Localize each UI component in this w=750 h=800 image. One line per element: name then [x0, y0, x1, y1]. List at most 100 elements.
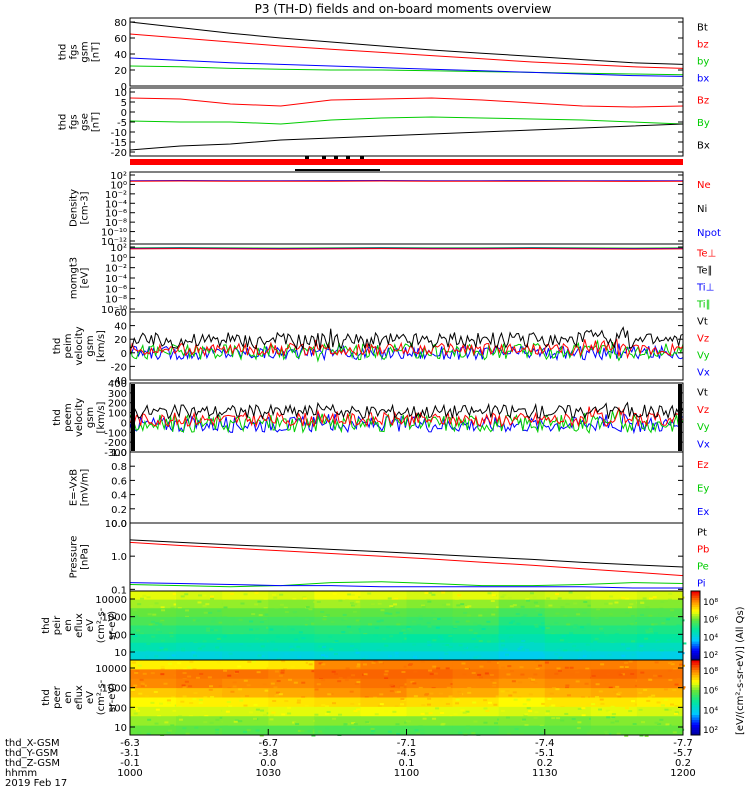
spectrogram-cell [636, 599, 684, 609]
spectrogram-speckle [387, 730, 392, 733]
spectrogram-speckle [604, 602, 609, 605]
spectrogram-speckle [670, 663, 675, 666]
spectrogram-speckle [257, 654, 262, 657]
legend: Ez Ey Ex [697, 460, 709, 518]
spectrogram-cell [498, 625, 546, 635]
spectrogram-speckle [548, 604, 553, 607]
spectrogram-speckle [508, 694, 513, 697]
spectrogram-speckle [396, 690, 401, 693]
spectrogram-speckle [581, 714, 586, 717]
colorbar-step [691, 604, 700, 608]
spectrogram-speckle [438, 692, 443, 695]
spectrogram-speckle [520, 605, 525, 608]
spectrogram-speckle [556, 733, 561, 736]
spectrogram-cell [406, 642, 454, 652]
spectrogram-speckle [189, 702, 194, 705]
spectrogram-speckle [558, 656, 563, 659]
spectrogram-cell [636, 725, 684, 736]
spectrogram-speckle [195, 619, 200, 622]
spectrogram-speckle [617, 639, 622, 642]
spectrogram-speckle [533, 624, 538, 627]
spectrogram-speckle [134, 615, 139, 618]
y-axis-label: momgt3 [69, 257, 80, 299]
spectrogram-speckle [393, 614, 398, 617]
panel-frame [129, 522, 684, 592]
spectrogram-speckle [559, 639, 564, 642]
spectrogram-speckle [571, 718, 576, 721]
colorbar-step [691, 722, 700, 726]
spectrogram-speckle [679, 663, 684, 666]
spectrogram-speckle [365, 721, 370, 724]
spectrogram-speckle [648, 614, 653, 617]
spectrogram-cell [130, 678, 177, 689]
series-line [129, 97, 684, 108]
spectrogram-speckle [661, 708, 666, 711]
spectrogram-speckle [209, 629, 214, 632]
spectrogram-speckle [219, 716, 224, 719]
spectrogram-speckle [353, 603, 358, 606]
spectrogram-speckle [246, 684, 251, 687]
spectrogram-speckle [509, 670, 514, 673]
y-tick-label: 1000 [102, 613, 127, 624]
spectrogram-speckle [215, 731, 220, 734]
spectrogram-speckle [234, 671, 239, 674]
spectrogram-speckle [225, 710, 230, 713]
spectrogram-speckle [380, 609, 385, 612]
spectrogram-speckle [410, 591, 415, 594]
y-tick-label: 0.4 [111, 491, 127, 502]
spectrogram-speckle [140, 685, 145, 688]
spectrogram-speckle [487, 701, 492, 704]
spectrogram-speckle [561, 635, 566, 638]
spectrogram-speckle [448, 635, 453, 638]
spectrogram-speckle [576, 613, 581, 616]
spectrogram-speckle [436, 667, 441, 670]
spectrogram-cell [360, 651, 407, 661]
spectrogram-speckle [208, 611, 213, 614]
spectrogram-speckle [421, 606, 426, 609]
spectrogram-speckle [308, 608, 313, 611]
spectrogram-speckle [271, 711, 276, 714]
spectrogram-cell [406, 651, 454, 661]
spectrogram-cell [590, 634, 638, 644]
spectrogram-cell [636, 608, 684, 618]
y-axis-label: eV [85, 691, 96, 704]
spectrogram-speckle [507, 665, 512, 668]
spectrogram-speckle [334, 672, 339, 675]
spectrogram-speckle [308, 663, 313, 666]
spectrogram-speckle [240, 695, 245, 698]
spectrogram-speckle [586, 732, 591, 735]
spectrogram-speckle [657, 722, 662, 725]
spectrogram-speckle [398, 622, 403, 625]
spectrogram-speckle [441, 603, 446, 606]
spectrogram-speckle [569, 634, 574, 637]
spectrogram-speckle [327, 693, 332, 696]
spectrogram-speckle [213, 629, 218, 632]
footer-value: 0.2 [675, 758, 691, 769]
spectrogram-cell [590, 706, 638, 717]
spectrogram-speckle [307, 730, 312, 733]
spectrogram-cell [176, 599, 223, 609]
spectrogram-speckle [180, 700, 185, 703]
spectrogram-speckle [254, 591, 259, 594]
spectrogram-speckle [544, 661, 549, 664]
spectrogram-speckle [203, 721, 208, 724]
footer-row-label: 2019 Feb 17 [5, 778, 67, 789]
spectrogram-speckle [542, 627, 547, 630]
spectrogram-speckle [239, 643, 244, 646]
colorbar-tick-label: 10² [703, 651, 718, 661]
spectrogram-speckle [232, 685, 237, 688]
spectrogram-cell [176, 634, 223, 644]
spectrogram-speckle [182, 727, 187, 730]
spectrogram-speckle [516, 622, 521, 625]
spectrogram-speckle [209, 721, 214, 724]
panel-fgs_mag: 0 20 40 60 80 thd fgs gsm [nT] Bt bz by bx [58, 17, 709, 93]
spectrogram-speckle [501, 634, 506, 637]
spectrogram-speckle [193, 654, 198, 657]
spectrogram-speckle [668, 662, 673, 665]
colorbar-step [691, 595, 700, 599]
y-tick-label: 10⁻¹² [101, 237, 127, 248]
spectrogram-speckle [230, 690, 235, 693]
spectrogram-speckle [342, 613, 347, 616]
spectrogram-speckle [595, 683, 600, 686]
spectrogram-speckle [642, 597, 647, 600]
